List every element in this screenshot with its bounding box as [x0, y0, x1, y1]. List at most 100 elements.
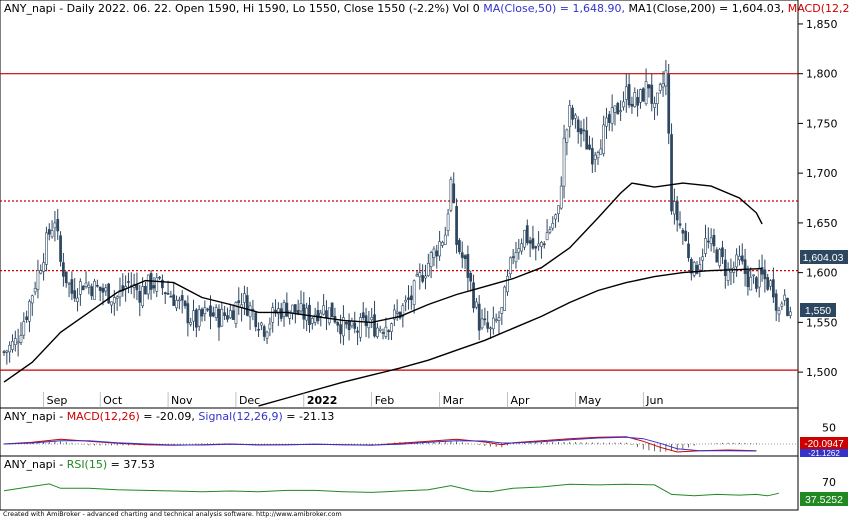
- candle-body: [548, 229, 552, 233]
- candle-body: [322, 305, 325, 315]
- close-value-label: 1,550: [800, 303, 836, 317]
- candle-body: [395, 311, 399, 314]
- candle-body: [446, 213, 450, 231]
- candle-body: [641, 88, 645, 102]
- candle-body: [596, 152, 600, 159]
- candle-body: [619, 110, 622, 113]
- candle-body: [288, 310, 292, 319]
- candle-body: [141, 286, 144, 307]
- candle-body: [257, 328, 260, 331]
- candle-body: [95, 285, 99, 287]
- svg-text:1,604.03: 1,604.03: [803, 252, 844, 264]
- candle-body: [70, 279, 74, 294]
- title-part-3: Signal(12,26,9): [198, 410, 282, 423]
- candle-body: [633, 92, 637, 107]
- candle-body: [658, 84, 662, 91]
- candle-body: [701, 256, 705, 261]
- candle-body: [87, 284, 91, 288]
- title-part-2: = 37.53: [107, 458, 155, 471]
- month-label: Dec: [239, 394, 260, 407]
- candle-body: [698, 264, 702, 271]
- candle-body: [274, 309, 277, 314]
- rsi-panel-title: ANY_napi - RSI(15) = 37.53: [4, 458, 155, 471]
- candle-body: [197, 309, 201, 327]
- candle-body: [786, 297, 789, 317]
- candle-body: [146, 274, 150, 295]
- candle-body: [373, 314, 376, 337]
- price-candles: [2, 60, 792, 365]
- title-part-4: = -21.13: [283, 410, 335, 423]
- candle-body: [401, 305, 405, 317]
- candle-body: [534, 246, 538, 249]
- candle-body: [364, 315, 368, 327]
- candle-body: [144, 285, 147, 295]
- candle-body: [265, 331, 269, 339]
- price-y-ticks: 1,850 1,800 1,750 1,700 1,650 1,600 1,550 1,500: [798, 18, 838, 379]
- candle-body: [709, 237, 713, 244]
- candle-body: [359, 317, 362, 338]
- candle-body: [279, 308, 283, 319]
- candle-body: [336, 322, 340, 326]
- candle-body: [460, 252, 464, 258]
- candle-body: [330, 302, 334, 318]
- candle-body: [661, 83, 665, 88]
- candle-body: [16, 341, 20, 344]
- candle-body: [670, 134, 673, 212]
- rsi-lines: [3, 483, 780, 497]
- candle-body: [112, 297, 116, 304]
- candle-body: [8, 344, 12, 353]
- candle-body: [743, 259, 747, 274]
- candle-body: [384, 326, 388, 337]
- candle-body: [455, 206, 458, 245]
- candle-body: [25, 316, 28, 320]
- candle-body: [98, 286, 102, 291]
- candle-body: [678, 223, 682, 226]
- candle-body: [585, 130, 589, 150]
- candle-body: [582, 129, 586, 132]
- candle-body: [667, 74, 671, 134]
- candle-body: [39, 270, 43, 274]
- title-part-0: ANY_napi -: [4, 458, 67, 471]
- candle-body: [376, 327, 379, 337]
- candle-body: [30, 295, 34, 304]
- candle-body: [248, 305, 252, 318]
- macd-lines: [3, 436, 757, 453]
- candle-body: [681, 229, 685, 234]
- candle-body: [299, 303, 303, 312]
- candle-body: [525, 225, 529, 244]
- y-tick-label: 1,850: [806, 18, 838, 31]
- y-tick-label: 1,500: [806, 366, 838, 379]
- candle-body: [520, 243, 523, 252]
- candle-body: [469, 272, 473, 282]
- candle-body: [712, 235, 716, 247]
- month-label: Apr: [510, 394, 530, 407]
- candle-body: [738, 255, 741, 261]
- candle-body: [13, 338, 17, 346]
- title-part-1: RSI(15): [67, 458, 107, 471]
- candle-body: [740, 255, 744, 262]
- rsi-y-tick-label: 70: [822, 476, 836, 489]
- month-labels: Sep Oct Nov Dec 2022 Feb Mar Apr May Jun: [43, 392, 663, 408]
- title-part-0: ANY_napi - Daily 2022. 06. 22. Open 1590…: [4, 2, 483, 15]
- candle-body: [559, 185, 563, 209]
- svg-text:-20.0947: -20.0947: [804, 439, 844, 450]
- candle-body: [175, 300, 178, 309]
- candle-body: [228, 310, 232, 318]
- candle-body: [506, 275, 509, 293]
- candle-body: [656, 92, 659, 105]
- candle-body: [695, 265, 699, 274]
- candle-body: [449, 179, 453, 211]
- candle-body: [183, 300, 187, 307]
- candle-body: [769, 280, 772, 287]
- candle-body: [760, 267, 764, 275]
- candle-body: [508, 257, 512, 274]
- candle-body: [339, 324, 342, 335]
- candle-body: [452, 183, 456, 203]
- candle-body: [135, 284, 139, 291]
- candle-body: [209, 305, 212, 317]
- candle-body: [692, 261, 696, 276]
- candle-body: [302, 304, 306, 320]
- candle-body: [497, 317, 501, 321]
- title-part-0: ANY_napi -: [4, 410, 67, 423]
- candle-body: [443, 234, 447, 245]
